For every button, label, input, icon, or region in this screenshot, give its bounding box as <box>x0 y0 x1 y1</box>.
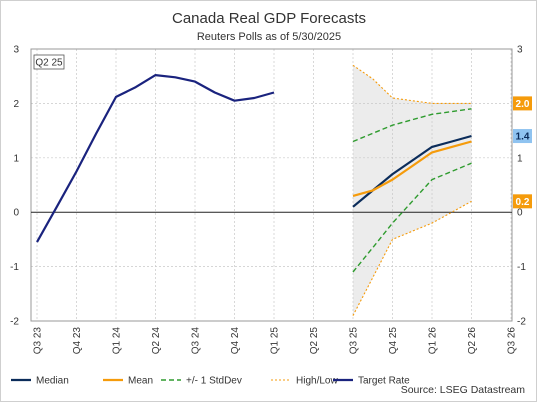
x-tick-label: Q4 25 <box>388 327 399 355</box>
annotation-label: Q2 25 <box>35 58 63 69</box>
y-tick-label-left: 0 <box>13 208 19 219</box>
x-tick-label: Q4 24 <box>230 327 241 355</box>
y-tick-label-left: -1 <box>10 262 19 273</box>
value-badges: 2.0 1.4 0.2 <box>513 96 532 209</box>
high-low-band <box>353 65 472 316</box>
x-tick-label: Q2 24 <box>151 327 162 355</box>
legend-label: Mean <box>128 376 153 387</box>
grid-lines <box>31 49 512 321</box>
x-tick-label: Q2 26 <box>467 327 478 355</box>
x-axis-labels: Q3 23 Q4 23 Q1 24 Q2 24 Q3 24 Q4 24 Q1 25 Q2 25… <box>33 327 518 355</box>
high-low-band-fill <box>353 65 472 316</box>
x-tick-label: Q1 24 <box>112 327 123 355</box>
value-badge: 1.4 <box>513 129 532 144</box>
y-tick-label-left: 1 <box>13 153 19 164</box>
legend: Median Mean +/- 1 StdDev High/Low Target Rat… <box>11 376 410 387</box>
legend-label: High/Low <box>296 376 338 387</box>
y-tick-label-right: -1 <box>517 262 526 273</box>
series-lines <box>36 64 472 316</box>
target-rate-line <box>36 73 275 243</box>
plot-area <box>30 48 513 322</box>
x-tick-label: Q1 25 <box>270 327 281 355</box>
y-tick-label-right: 3 <box>517 45 523 56</box>
y-tick-label-right: 1 <box>517 153 523 164</box>
x-tick-label: Q2 25 <box>309 327 320 355</box>
value-badge-bg <box>513 194 532 209</box>
value-badge-bg <box>513 129 532 144</box>
x-tick-label: Q3 26 <box>507 327 518 355</box>
x-tick-label: Q3 23 <box>33 327 44 355</box>
value-badge-label: 0.2 <box>516 197 530 208</box>
value-badge-bg <box>513 96 532 111</box>
high-low-upper-line <box>352 64 472 104</box>
chart-title: Canada Real GDP Forecasts <box>172 10 366 27</box>
x-tick-label: Q3 24 <box>191 327 202 355</box>
x-tick-label: Q4 23 <box>72 327 83 355</box>
source-note: Source: LSEG Datastream <box>401 384 526 396</box>
y-tick-label-right: 0 <box>517 208 523 219</box>
1-stddev-lower-line <box>352 162 472 273</box>
legend-label: +/- 1 StdDev <box>186 376 242 387</box>
value-badge: 0.2 <box>513 194 532 209</box>
value-badge-label: 2.0 <box>516 99 530 110</box>
y-tick-label-left: 3 <box>13 45 19 56</box>
y-tick-label-right: -2 <box>517 317 526 328</box>
mean-line <box>352 140 472 197</box>
y-tick-label-left: 2 <box>13 99 19 110</box>
annotation-box: Q2 25 <box>33 54 65 70</box>
legend-label: Median <box>36 376 69 387</box>
x-tick-label: Q1 26 <box>428 327 439 355</box>
legend-label: Target Rate <box>358 376 410 387</box>
x-tick-label: Q3 25 <box>349 327 360 355</box>
y-tick-label-left: -2 <box>10 317 19 328</box>
value-badge-label: 1.4 <box>516 132 530 143</box>
chart-subtitle: Reuters Polls as of 5/30/2025 <box>197 31 341 43</box>
y-axis-left: -2 -1 0 1 2 3 <box>10 45 19 328</box>
value-badge: 2.0 <box>513 96 532 111</box>
